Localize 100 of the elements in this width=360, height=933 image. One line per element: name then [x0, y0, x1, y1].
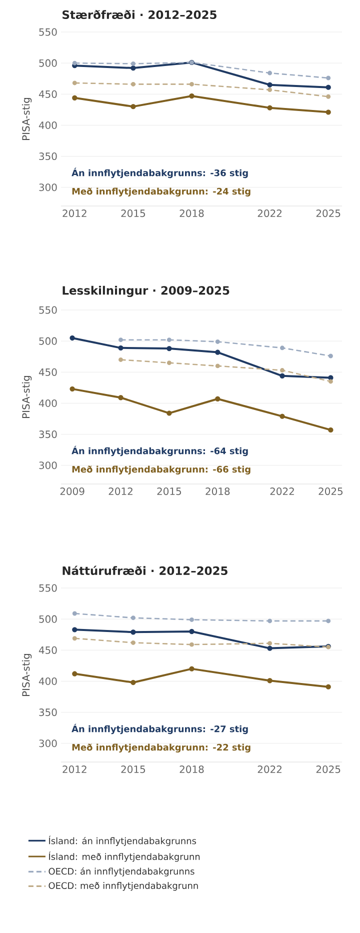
point	[189, 93, 194, 99]
y-tick-label: 450	[38, 368, 57, 376]
point	[130, 65, 136, 71]
y-tick-label: 300	[39, 740, 57, 748]
point	[118, 357, 123, 362]
annotation: Með innflytjendabakgrunn: -22 stig	[72, 744, 250, 752]
y-tick-label: 300	[39, 462, 57, 470]
y-tick-label: 500	[39, 337, 57, 345]
point	[267, 105, 272, 110]
point	[326, 684, 331, 690]
x-tick-label: 2025	[316, 766, 340, 774]
point	[166, 346, 172, 352]
x-tick-label: 2018	[180, 210, 204, 218]
annotation: Með innflytjendabakgrunn: -24 stig	[72, 188, 250, 196]
y-tick-label: 500	[39, 615, 57, 623]
x-tick-label: 2018	[206, 488, 230, 496]
point	[268, 618, 272, 624]
y-tick-label: 300	[39, 184, 57, 192]
point	[72, 611, 77, 616]
point	[280, 373, 285, 378]
point	[280, 414, 285, 419]
point	[268, 641, 272, 646]
point	[268, 88, 272, 92]
x-tick-label: 2015	[121, 210, 145, 218]
point	[166, 360, 172, 366]
point	[130, 616, 136, 620]
x-tick-label: 2022	[258, 210, 282, 218]
chart-title: Lesskilningur · 2009–2025	[62, 286, 230, 298]
x-tick-label: 2012	[62, 766, 86, 774]
y-axis-title: PISA-stig	[22, 376, 32, 418]
y-tick-label: 450	[38, 646, 57, 654]
legend-label: Ísland: án innflytjendabakgrunns	[48, 836, 196, 846]
y-tick-label: 550	[39, 584, 57, 592]
point	[326, 94, 331, 99]
point	[326, 84, 331, 90]
point	[280, 368, 284, 373]
point	[70, 335, 75, 341]
annotation: Án innflytjendabakgrunns: -64 stig	[72, 446, 248, 456]
y-tick-label: 350	[39, 152, 57, 160]
point	[280, 346, 284, 350]
x-tick-label: 2012	[108, 488, 132, 496]
point	[130, 630, 136, 635]
point	[72, 80, 77, 86]
point	[72, 636, 77, 641]
point	[267, 646, 272, 651]
x-tick-label: 2025	[316, 210, 340, 218]
x-tick-label: 2015	[121, 766, 145, 774]
chart-title: Stærðfræði · 2012–2025	[62, 10, 216, 20]
point	[166, 410, 172, 416]
y-tick-label: 400	[38, 677, 57, 685]
y-tick-label: 500	[39, 59, 57, 67]
point	[190, 642, 194, 647]
point	[326, 110, 331, 115]
point	[118, 395, 124, 400]
annotation: Með innflytjendabakgrunn: -66 stig	[72, 466, 250, 474]
x-tick-label: 2022	[270, 488, 294, 496]
point	[326, 618, 331, 624]
point	[118, 338, 123, 342]
point	[215, 350, 220, 355]
point	[189, 666, 194, 672]
x-tick-label: 2012	[62, 210, 86, 218]
point	[328, 375, 334, 380]
y-tick-label: 350	[39, 430, 57, 438]
point	[166, 338, 172, 342]
point	[328, 354, 333, 358]
point	[130, 82, 136, 86]
point	[130, 680, 136, 686]
point	[215, 364, 220, 368]
y-tick-label: 400	[38, 121, 57, 129]
y-tick-label: 350	[39, 708, 57, 716]
y-axis-title: PISA-stig	[22, 98, 32, 140]
point	[130, 640, 136, 645]
point	[130, 61, 136, 66]
point	[328, 427, 334, 433]
x-tick-label: 2025	[318, 488, 342, 496]
point	[72, 60, 77, 66]
annotation: Án innflytjendabakgrunns: -27 stig	[72, 724, 248, 734]
annotation: Án innflytjendabakgrunns: -36 stig	[72, 168, 248, 178]
point	[267, 82, 272, 88]
y-tick-label: 550	[39, 306, 57, 314]
point	[215, 339, 220, 344]
point	[72, 95, 78, 100]
point	[72, 627, 78, 632]
x-tick-label: 2022	[258, 766, 282, 774]
point	[326, 76, 331, 80]
y-tick-label: 400	[38, 399, 57, 407]
legend-label: Ísland: með innflytjendabakgrunn	[48, 852, 200, 862]
point	[118, 345, 124, 351]
y-tick-label: 450	[38, 90, 57, 98]
x-tick-label: 2015	[157, 488, 181, 496]
point	[215, 396, 220, 402]
point	[72, 671, 78, 676]
point	[190, 617, 194, 622]
legend-label: OECD: með innflytjendabakgrunn	[48, 882, 198, 891]
point	[268, 70, 272, 76]
x-tick-label: 2018	[180, 766, 204, 774]
point	[189, 628, 194, 634]
point	[267, 678, 272, 684]
y-axis-title: PISA-stig	[22, 654, 32, 696]
legend-label: OECD: án innflytjendabakgrunns	[48, 867, 194, 876]
